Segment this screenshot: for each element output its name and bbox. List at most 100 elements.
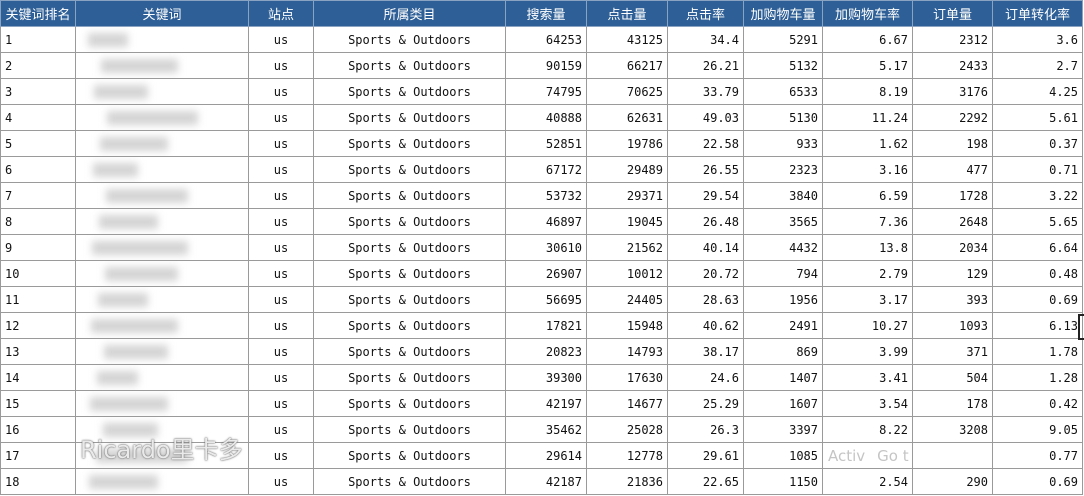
table-cell[interactable]: 3176 bbox=[912, 78, 993, 105]
table-cell[interactable]: 24405 bbox=[586, 286, 668, 313]
table-cell[interactable]: 17630 bbox=[586, 364, 668, 391]
keyword-cell-blurred[interactable] bbox=[75, 130, 249, 157]
table-cell[interactable]: 3.22 bbox=[992, 182, 1083, 209]
table-cell[interactable]: 6.64 bbox=[992, 234, 1083, 261]
table-cell[interactable]: 14677 bbox=[586, 390, 668, 417]
table-cell[interactable]: 869 bbox=[743, 338, 823, 365]
table-cell[interactable]: 2312 bbox=[912, 26, 993, 53]
table-cell[interactable]: 129 bbox=[912, 260, 993, 287]
table-cell[interactable]: 1407 bbox=[743, 364, 823, 391]
keyword-cell-blurred[interactable] bbox=[75, 416, 249, 443]
table-cell[interactable]: 290 bbox=[912, 468, 993, 495]
table-cell[interactable]: 7 bbox=[0, 182, 76, 209]
table-cell[interactable]: Sports & Outdoors bbox=[313, 78, 506, 105]
table-cell[interactable]: 56695 bbox=[505, 286, 587, 313]
table-cell[interactable]: 0.71 bbox=[992, 156, 1083, 183]
table-cell[interactable]: 14 bbox=[0, 364, 76, 391]
table-cell[interactable]: 11.24 bbox=[822, 104, 913, 131]
table-cell[interactable]: 1956 bbox=[743, 286, 823, 313]
table-cell[interactable]: 3397 bbox=[743, 416, 823, 443]
keyword-cell-blurred[interactable] bbox=[75, 26, 249, 53]
keyword-cell-blurred[interactable] bbox=[75, 78, 249, 105]
table-cell[interactable]: 30610 bbox=[505, 234, 587, 261]
table-cell[interactable]: 371 bbox=[912, 338, 993, 365]
column-header[interactable]: 关键词排名 bbox=[0, 0, 76, 27]
table-cell[interactable]: 3840 bbox=[743, 182, 823, 209]
table-cell[interactable]: 24.6 bbox=[667, 364, 744, 391]
keyword-cell-blurred[interactable] bbox=[75, 442, 249, 469]
table-cell[interactable]: 74795 bbox=[505, 78, 587, 105]
table-cell[interactable]: 5291 bbox=[743, 26, 823, 53]
table-cell[interactable]: 9 bbox=[0, 234, 76, 261]
keyword-cell-blurred[interactable] bbox=[75, 390, 249, 417]
table-cell[interactable]: 1.78 bbox=[992, 338, 1083, 365]
table-cell[interactable]: 6533 bbox=[743, 78, 823, 105]
table-cell[interactable]: 15948 bbox=[586, 312, 668, 339]
table-cell[interactable]: Sports & Outdoors bbox=[313, 208, 506, 235]
table-cell[interactable]: 504 bbox=[912, 364, 993, 391]
table-cell[interactable]: 46897 bbox=[505, 208, 587, 235]
keyword-cell-blurred[interactable] bbox=[75, 156, 249, 183]
keyword-cell-blurred[interactable] bbox=[75, 182, 249, 209]
table-cell[interactable]: us bbox=[248, 52, 314, 79]
table-cell[interactable]: 2323 bbox=[743, 156, 823, 183]
table-cell[interactable]: 5132 bbox=[743, 52, 823, 79]
table-cell[interactable]: us bbox=[248, 130, 314, 157]
table-cell[interactable]: 3565 bbox=[743, 208, 823, 235]
table-cell[interactable]: 0.69 bbox=[992, 286, 1083, 313]
table-cell[interactable]: 12778 bbox=[586, 442, 668, 469]
table-cell[interactable]: Sports & Outdoors bbox=[313, 130, 506, 157]
table-cell[interactable]: Sports & Outdoors bbox=[313, 468, 506, 495]
table-cell[interactable]: 28.63 bbox=[667, 286, 744, 313]
keyword-cell-blurred[interactable] bbox=[75, 312, 249, 339]
table-cell[interactable]: us bbox=[248, 234, 314, 261]
table-cell[interactable]: 70625 bbox=[586, 78, 668, 105]
table-cell[interactable]: 794 bbox=[743, 260, 823, 287]
table-cell[interactable]: 2292 bbox=[912, 104, 993, 131]
column-header[interactable]: 所属类目 bbox=[313, 0, 506, 27]
table-cell[interactable]: 15 bbox=[0, 390, 76, 417]
table-cell[interactable]: Sports & Outdoors bbox=[313, 234, 506, 261]
table-cell[interactable]: 4 bbox=[0, 104, 76, 131]
table-cell[interactable]: 3.17 bbox=[822, 286, 913, 313]
table-cell[interactable]: Sports & Outdoors bbox=[313, 338, 506, 365]
table-cell[interactable]: 0.37 bbox=[992, 130, 1083, 157]
table-cell[interactable]: us bbox=[248, 442, 314, 469]
table-cell[interactable]: 1.62 bbox=[822, 130, 913, 157]
table-cell[interactable]: 43125 bbox=[586, 26, 668, 53]
column-header[interactable]: 关键词 bbox=[75, 0, 249, 27]
table-cell[interactable]: 7.36 bbox=[822, 208, 913, 235]
table-cell[interactable]: 2433 bbox=[912, 52, 993, 79]
table-cell[interactable]: 3 bbox=[0, 78, 76, 105]
column-header[interactable]: 点击率 bbox=[667, 0, 744, 27]
table-cell[interactable]: 2.79 bbox=[822, 260, 913, 287]
column-header[interactable]: 订单转化率 bbox=[992, 0, 1083, 27]
table-cell[interactable]: 38.17 bbox=[667, 338, 744, 365]
table-cell[interactable]: 20823 bbox=[505, 338, 587, 365]
table-cell[interactable]: 5.61 bbox=[992, 104, 1083, 131]
table-cell[interactable]: us bbox=[248, 286, 314, 313]
table-cell[interactable]: 29.61 bbox=[667, 442, 744, 469]
table-cell[interactable]: 3.99 bbox=[822, 338, 913, 365]
table-cell[interactable]: 29489 bbox=[586, 156, 668, 183]
table-cell[interactable]: 26907 bbox=[505, 260, 587, 287]
table-cell[interactable]: us bbox=[248, 208, 314, 235]
table-cell[interactable]: 3208 bbox=[912, 416, 993, 443]
table-cell[interactable]: 17 bbox=[0, 442, 76, 469]
table-cell[interactable]: 62631 bbox=[586, 104, 668, 131]
keyword-cell-blurred[interactable] bbox=[75, 286, 249, 313]
keyword-cell-blurred[interactable] bbox=[75, 104, 249, 131]
table-cell[interactable]: us bbox=[248, 312, 314, 339]
table-cell[interactable]: 13.8 bbox=[822, 234, 913, 261]
column-header[interactable]: 搜索量 bbox=[505, 0, 587, 27]
table-cell[interactable]: 1 bbox=[0, 26, 76, 53]
table-cell[interactable]: 4.25 bbox=[992, 78, 1083, 105]
table-cell[interactable]: 3.6 bbox=[992, 26, 1083, 53]
table-cell[interactable]: 8 bbox=[0, 208, 76, 235]
table-cell[interactable]: Sports & Outdoors bbox=[313, 156, 506, 183]
table-cell[interactable]: 39300 bbox=[505, 364, 587, 391]
table-cell[interactable]: us bbox=[248, 104, 314, 131]
table-cell[interactable]: 9.05 bbox=[992, 416, 1083, 443]
table-cell[interactable]: 198 bbox=[912, 130, 993, 157]
table-cell[interactable]: 29614 bbox=[505, 442, 587, 469]
